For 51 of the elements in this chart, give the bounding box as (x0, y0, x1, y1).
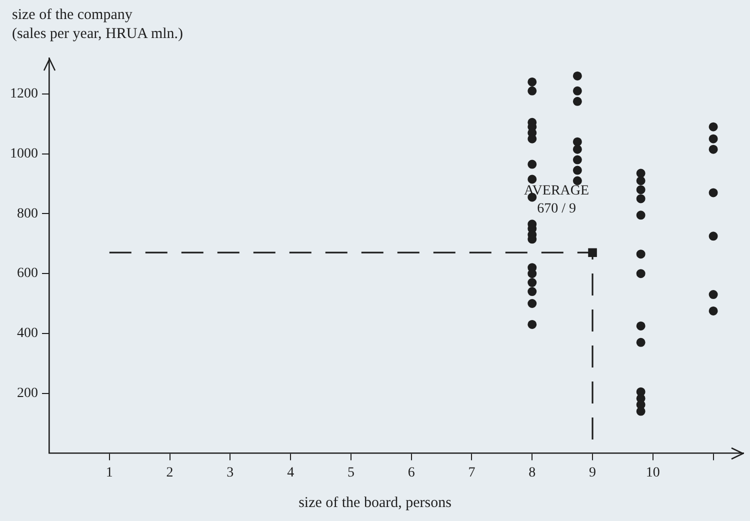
point (636, 176, 646, 186)
y-tick-label: 1000 (10, 146, 38, 162)
point (572, 137, 582, 146)
point (572, 155, 582, 164)
annotation: AVERAGE 670 / 9 (524, 184, 590, 217)
point (528, 160, 537, 169)
point (528, 287, 537, 296)
y-tick-label: 400 (17, 326, 38, 342)
point (708, 290, 718, 300)
x-tick-label: 2 (166, 465, 174, 480)
point (572, 166, 582, 175)
point (636, 338, 646, 347)
point (572, 96, 582, 106)
point (708, 306, 718, 316)
point (528, 299, 537, 308)
point (528, 86, 537, 96)
point (636, 194, 646, 204)
point (708, 122, 718, 132)
point (636, 321, 646, 330)
point (636, 185, 646, 194)
point (572, 71, 582, 80)
point (708, 144, 718, 154)
x-axis-title: size of the board, persons (298, 495, 452, 512)
point (708, 134, 718, 144)
point (528, 278, 537, 288)
x-tick-label: 6 (408, 465, 415, 480)
y-tick-label: 1200 (10, 86, 38, 102)
y-tick-label: 800 (17, 206, 38, 222)
point (528, 174, 537, 184)
point (572, 176, 582, 186)
point (572, 144, 582, 154)
point (708, 232, 718, 241)
x-tick-label: 5 (347, 465, 354, 480)
y-tick-label: 200 (17, 386, 38, 401)
x-tick-label: 8 (528, 465, 536, 480)
x-tick-label: 1 (106, 465, 113, 480)
x-tick-label: 3 (226, 465, 234, 480)
y-axis-title: size of the company (sales per year, HRUA mln.) (12, 6, 184, 44)
point (636, 210, 646, 220)
point (528, 77, 537, 86)
y-tick-label: 600 (17, 266, 38, 282)
x-tick-label: 4 (287, 465, 294, 480)
point (636, 168, 646, 178)
point (572, 86, 582, 96)
point (528, 320, 537, 329)
point (636, 250, 646, 259)
x-tick-label: 7 (468, 465, 476, 480)
x-tick-label: 9 (589, 465, 596, 480)
x-tick-label: 10 (646, 465, 660, 480)
point (636, 269, 646, 278)
point (708, 188, 718, 198)
